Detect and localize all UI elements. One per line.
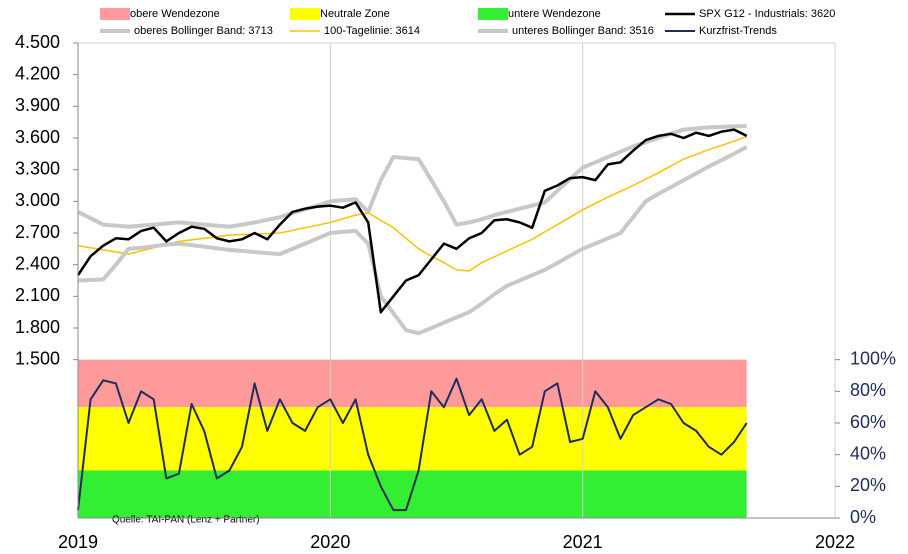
y-tick-label: 1.500: [15, 348, 60, 368]
y-tick-label: 4.500: [15, 32, 60, 52]
y2-tick-label: 60%: [850, 412, 886, 432]
x-tick-label: 2019: [58, 532, 98, 552]
y-tick-label: 2.700: [15, 222, 60, 242]
y-tick-label: 3.900: [15, 95, 60, 115]
legend-label: Neutrale Zone: [320, 8, 390, 20]
legend-label: SPX G12 - Industrials: 3620: [699, 8, 835, 20]
legend-label: unteres Bollinger Band: 3516: [512, 25, 654, 37]
y2-tick-label: 0%: [850, 507, 876, 527]
y-tick-label: 3.300: [15, 158, 60, 178]
legend-label: oberes Bollinger Band: 3713: [134, 25, 273, 37]
legend-label: 100-Tagelinie: 3614: [324, 25, 420, 37]
y-tick-label: 4.200: [15, 63, 60, 83]
y2-tick-label: 20%: [850, 475, 886, 495]
x-tick-label: 2022: [815, 532, 855, 552]
x-tick-label: 2020: [310, 532, 350, 552]
series-line: [76, 128, 748, 314]
y-tick-label: 3.600: [15, 127, 60, 147]
y2-tick-label: 40%: [850, 443, 886, 463]
y-tick-label: 2.400: [15, 253, 60, 273]
series-line: [77, 135, 747, 272]
zone: [78, 359, 747, 408]
zone: [78, 407, 747, 471]
zone: [78, 470, 747, 518]
legend-label: obere Wendezone: [130, 8, 220, 20]
legend-label: Kurzfrist-Trends: [699, 25, 777, 37]
legend-swatch: [290, 8, 320, 20]
legend-label: untere Wendezone: [508, 8, 601, 20]
y2-tick-label: 80%: [850, 380, 886, 400]
source-note: Quelle: TAI-PAN (Lenz + Partner): [112, 515, 260, 526]
series-line: [77, 124, 747, 229]
x-tick-label: 2021: [563, 532, 603, 552]
legend-swatch: [100, 8, 130, 20]
y-tick-label: 3.000: [15, 190, 60, 210]
y-tick-label: 1.800: [15, 317, 60, 337]
legend-swatch: [478, 8, 508, 20]
series-line: [77, 377, 748, 512]
series-line: [77, 145, 748, 336]
y2-tick-label: 100%: [850, 348, 896, 368]
y-tick-label: 2.100: [15, 285, 60, 305]
